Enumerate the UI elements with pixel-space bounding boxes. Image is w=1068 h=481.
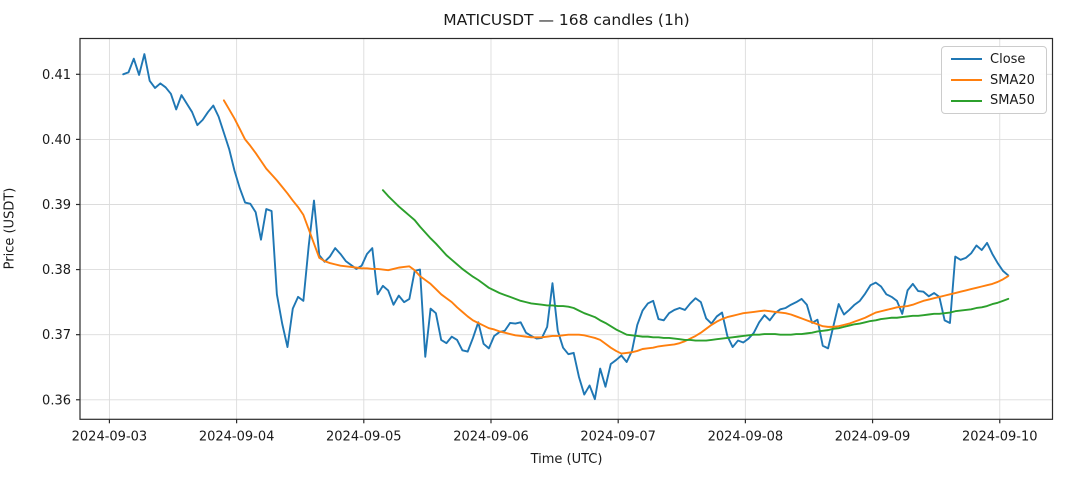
legend-label-close: Close bbox=[990, 51, 1026, 67]
x-tick-label: 2024-09-04 bbox=[199, 429, 275, 444]
y-tick-label: 0.40 bbox=[42, 133, 71, 148]
sma20-line-swatch bbox=[951, 79, 982, 81]
legend-label-sma20: SMA20 bbox=[990, 72, 1035, 88]
x-tick-label: 2024-09-03 bbox=[72, 429, 148, 444]
x-tick-label: 2024-09-08 bbox=[708, 429, 784, 444]
legend: Close SMA20 SMA50 bbox=[941, 46, 1047, 114]
series-sma20 bbox=[222, 99, 1010, 355]
y-axis-label: Price (USDT) bbox=[2, 187, 18, 270]
legend-item-close: Close bbox=[942, 49, 1046, 70]
x-tick-label: 2024-09-10 bbox=[962, 429, 1038, 444]
y-tick-label: 0.37 bbox=[42, 328, 71, 343]
series-sma50 bbox=[381, 189, 1010, 342]
x-tick-label: 2024-09-07 bbox=[580, 429, 656, 444]
y-tick-label: 0.36 bbox=[42, 393, 71, 408]
x-tick-label: 2024-09-05 bbox=[326, 429, 402, 444]
legend-item-sma20: SMA20 bbox=[942, 70, 1046, 91]
close-line-swatch bbox=[951, 58, 982, 61]
y-tick-label: 0.38 bbox=[42, 263, 71, 278]
legend-item-sma50: SMA50 bbox=[942, 90, 1046, 111]
series-close bbox=[122, 53, 1010, 401]
y-tick-label: 0.39 bbox=[42, 198, 71, 213]
x-tick-label: 2024-09-09 bbox=[835, 429, 911, 444]
x-axis-label: Time (UTC) bbox=[530, 452, 603, 467]
x-tick-label: 2024-09-06 bbox=[453, 429, 529, 444]
chart-title: MATICUSDT — 168 candles (1h) bbox=[443, 11, 690, 29]
sma50-line-swatch bbox=[951, 99, 982, 102]
y-tick-label: 0.41 bbox=[42, 68, 71, 83]
legend-label-sma50: SMA50 bbox=[990, 93, 1035, 109]
plot-border bbox=[79, 37, 1054, 420]
